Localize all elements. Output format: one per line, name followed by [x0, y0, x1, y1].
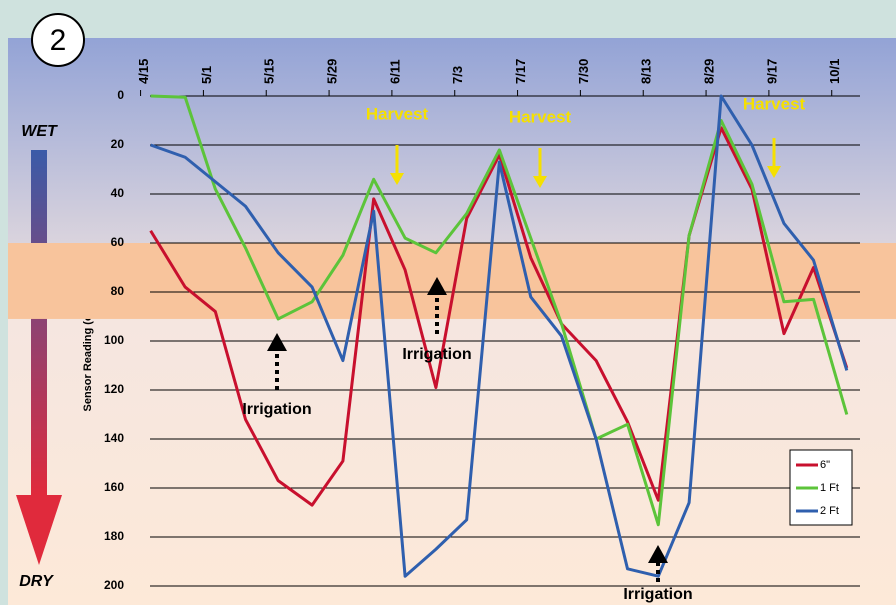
y-tick-label: 140	[104, 431, 124, 445]
harvest-label: Harvest	[509, 107, 572, 126]
x-tick-label: 7/17	[513, 59, 528, 84]
x-tick-label: 6/11	[387, 59, 402, 84]
panel	[8, 38, 896, 605]
x-tick-label: 10/1	[827, 59, 842, 84]
x-tick-label: 4/15	[136, 59, 151, 84]
badge-circle	[31, 13, 85, 67]
series-line	[149, 126, 849, 507]
x-tick-label: 7/3	[450, 66, 465, 84]
x-tick-label: 9/17	[764, 59, 779, 84]
y-tick-label: 60	[111, 235, 125, 249]
y-tick-label: 100	[104, 333, 124, 347]
legend-label: 6"	[820, 459, 830, 471]
y-tick-label: 120	[104, 382, 124, 396]
legend-label: 2 Ft	[820, 505, 839, 517]
x-tick-label: 8/29	[701, 59, 716, 84]
irrigation-arrowhead	[648, 545, 668, 563]
y-tick-label: 180	[104, 529, 124, 543]
legend-label: 1 Ft	[820, 482, 839, 494]
y-tick-label: 0	[117, 88, 124, 102]
x-tick-label: 5/1	[199, 66, 214, 84]
wet-label: WET	[21, 123, 58, 140]
y-tick-label: 20	[111, 137, 125, 151]
harvest-label: Harvest	[743, 94, 806, 113]
y-tick-label: 160	[104, 480, 124, 494]
y-tick-label: 80	[111, 284, 125, 298]
dry-label: DRY	[19, 573, 54, 590]
band	[8, 243, 896, 319]
irrigation-label: Irrigation	[242, 401, 311, 418]
y-tick-label: 200	[104, 578, 124, 592]
badge: 2	[50, 24, 67, 57]
irrigation-label: Irrigation	[402, 346, 471, 363]
irrigation-label: Irrigation	[623, 586, 692, 603]
x-tick-label: 8/13	[639, 59, 654, 84]
x-tick-label: 5/15	[262, 59, 277, 84]
scale-arrowhead	[16, 495, 62, 565]
harvest-arrowhead	[533, 176, 547, 188]
x-tick-label: 7/30	[576, 59, 591, 84]
scale-bar	[31, 150, 47, 495]
x-tick-label: 5/29	[325, 59, 340, 84]
irrigation-arrowhead	[267, 333, 287, 351]
series-line	[150, 94, 849, 578]
irrigation-arrowhead	[427, 277, 447, 295]
harvest-arrowhead	[767, 166, 781, 178]
harvest-arrowhead	[390, 173, 404, 185]
y-tick-label: 40	[111, 186, 125, 200]
harvest-label: Harvest	[366, 104, 429, 123]
series-line	[150, 94, 849, 527]
